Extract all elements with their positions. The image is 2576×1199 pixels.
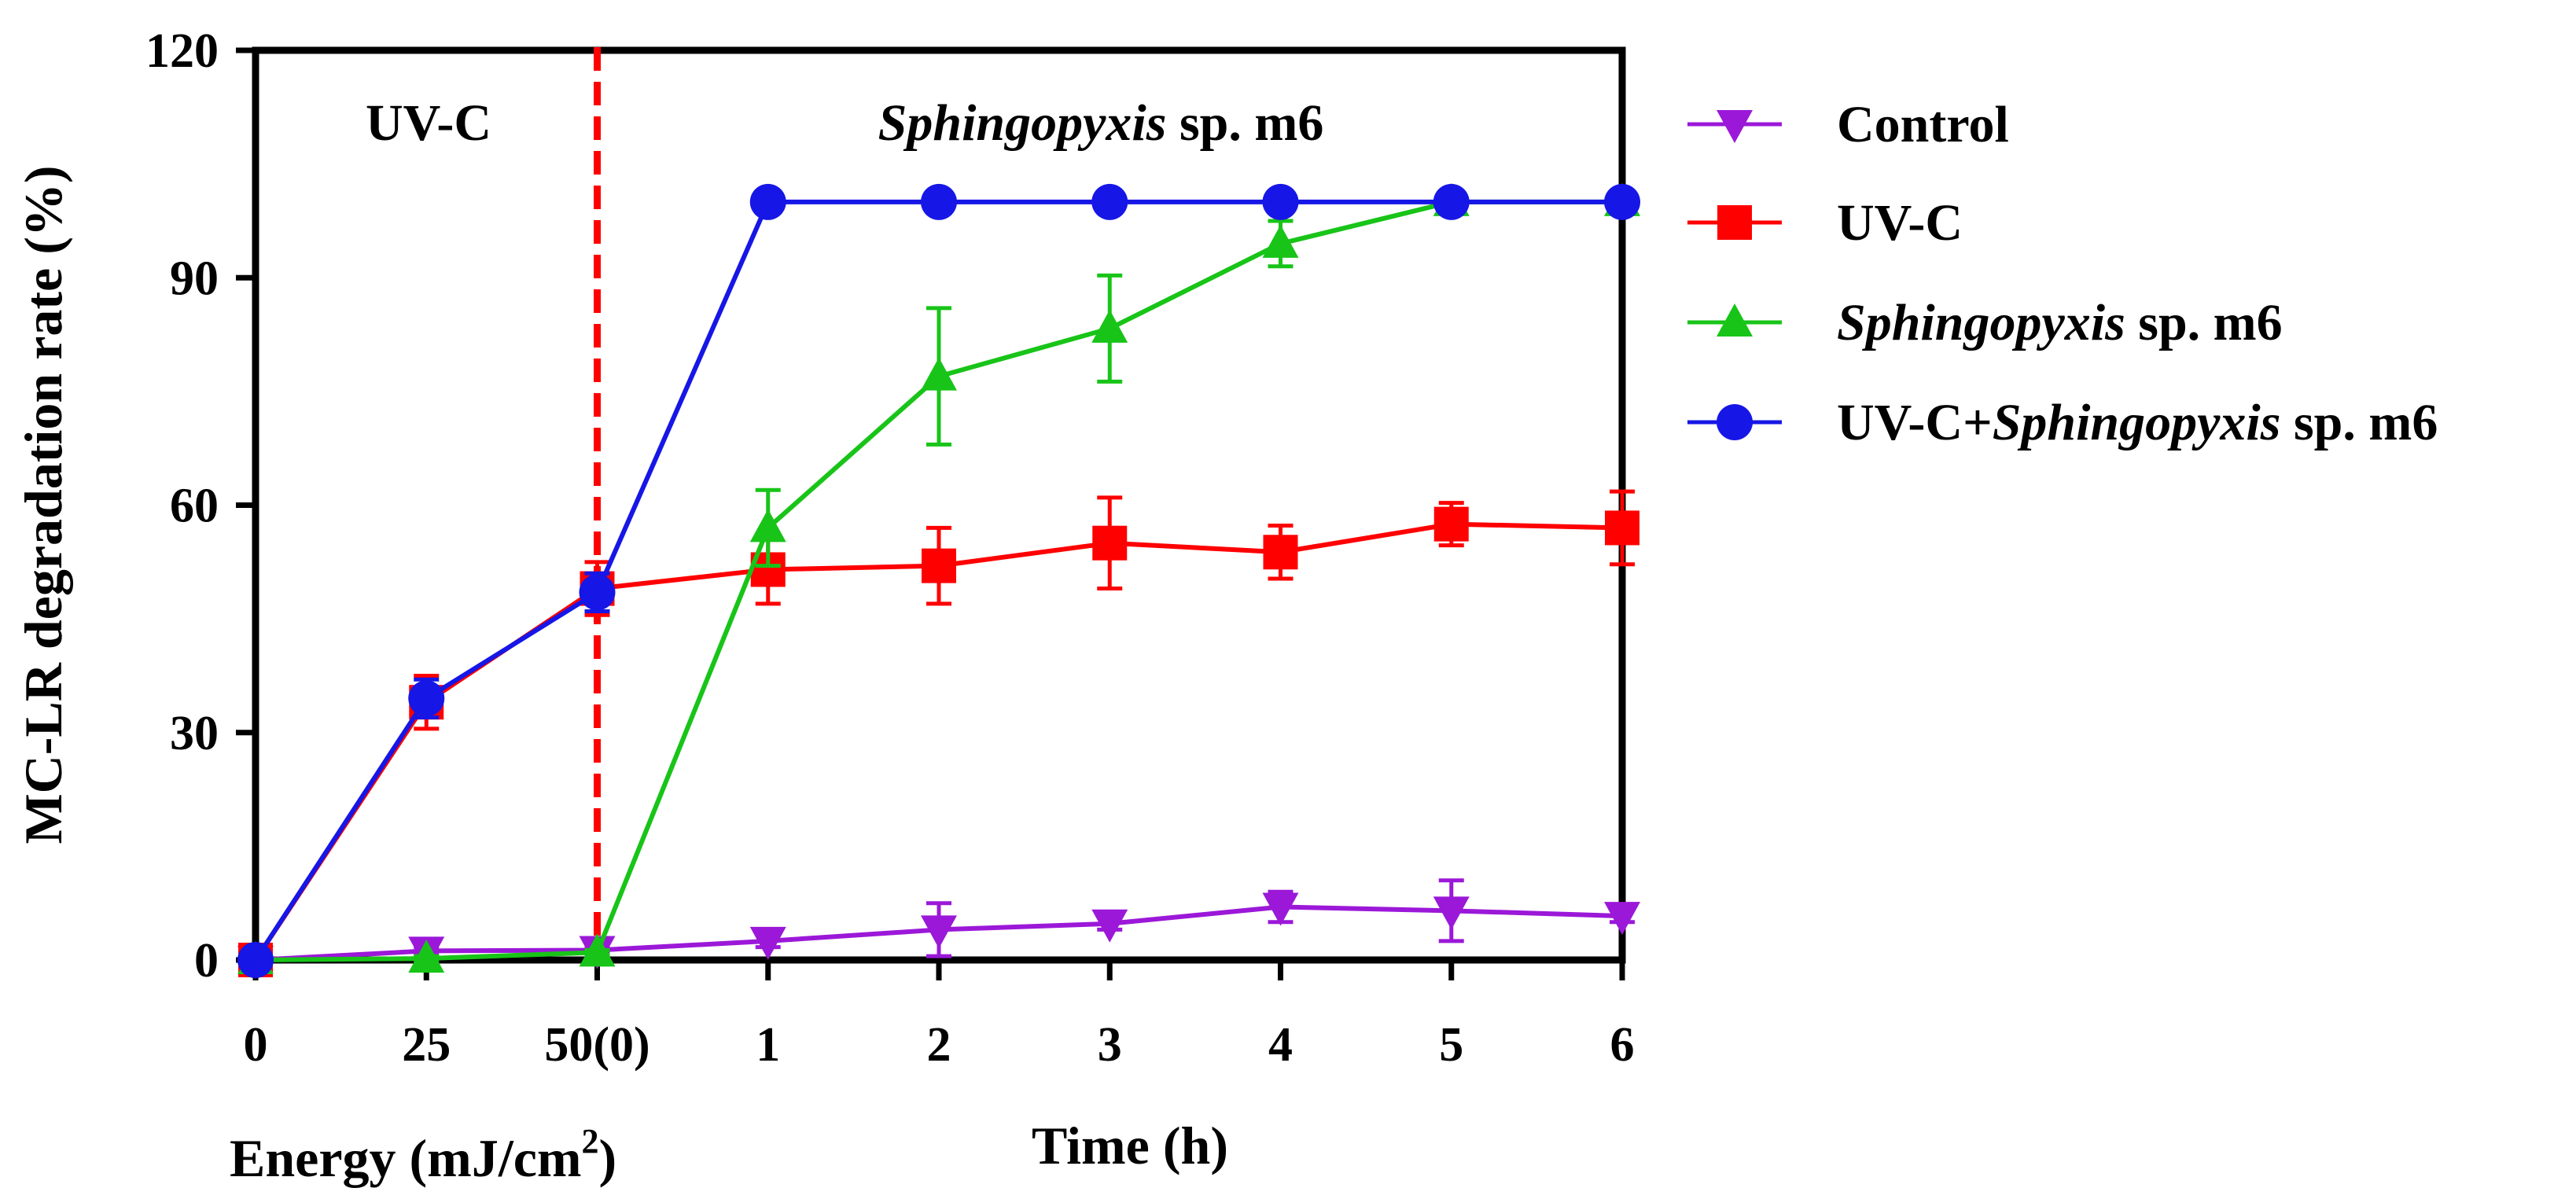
legend-label-sphingopyxis-italic: Sphingopyxis <box>1837 294 2125 351</box>
x-axis-label-energy-main: Energy (mJ/cm <box>230 1128 582 1188</box>
data-point <box>1717 303 1753 337</box>
legend-label-combo-plain: sp. m6 <box>2280 394 2438 451</box>
y-tick-label: 60 <box>170 480 219 533</box>
legend-label-sphingopyxis: Sphingopyxis sp. m6 <box>1837 294 2283 351</box>
data-point <box>1091 909 1128 943</box>
y-tick-label: 0 <box>194 934 219 988</box>
legend-label-uvc: UV-C <box>1837 194 1963 252</box>
data-point <box>921 357 957 391</box>
legend-marker-control <box>1717 110 1753 143</box>
data-point <box>1433 896 1470 930</box>
legend-label-control: Control <box>1837 96 2009 153</box>
legend-marker-sphingopyxis <box>1717 303 1753 337</box>
data-point <box>1604 183 1640 220</box>
x-tick-label: 0 <box>244 1018 268 1072</box>
legend-marker-uvc <box>1717 205 1752 240</box>
x-axis-ticks: 0 25 50(0) 1 2 3 4 5 6 <box>244 960 1635 1072</box>
x-tick-label: 1 <box>756 1018 780 1072</box>
data-point <box>1091 309 1128 343</box>
x-axis-label-energy-sup: 2 <box>582 1122 599 1160</box>
x-tick-label: 25 <box>402 1018 451 1072</box>
x-tick-label: 50(0) <box>544 1018 650 1072</box>
data-point <box>922 548 956 583</box>
y-tick-label: 90 <box>170 252 219 305</box>
data-point <box>579 574 616 611</box>
data-point <box>921 915 957 949</box>
x-tick-label: 4 <box>1268 1018 1293 1072</box>
data-point <box>408 680 445 717</box>
x-tick-label: 3 <box>1098 1018 1122 1072</box>
data-point <box>1262 224 1299 258</box>
data-point <box>1092 525 1128 561</box>
legend-label-combo-italic: Sphingopyxis <box>1993 394 2281 451</box>
x-tick-label: 5 <box>1439 1018 1463 1072</box>
region-label-uvc: UV-C <box>366 94 491 152</box>
x-axis-label-time: Time (h) <box>1032 1116 1228 1175</box>
legend-label-combo-pre: UV-C+ <box>1837 394 1993 451</box>
region-label-italic: Sphingopyxis <box>878 94 1167 152</box>
data-point <box>1262 183 1299 220</box>
x-tick-label: 6 <box>1610 1018 1635 1072</box>
x-tick-label: 2 <box>927 1018 951 1072</box>
y-axis-ticks: 0 30 60 90 120 <box>145 24 256 988</box>
data-point <box>749 926 786 960</box>
y-tick-label: 120 <box>145 24 219 78</box>
y-axis-label: MC-LR degradation rate (%) <box>13 165 73 844</box>
data-point <box>1717 110 1753 143</box>
data-point <box>1717 205 1752 240</box>
data-point <box>579 933 616 967</box>
legend: Control UV-C Sphingopyxis sp. m6 UV-C+Sp… <box>1687 96 2438 451</box>
data-point <box>921 183 957 220</box>
y-tick-label: 30 <box>170 707 219 760</box>
data-point <box>1605 510 1639 546</box>
legend-label-combo: UV-C+Sphingopyxis sp. m6 <box>1837 394 2438 451</box>
region-label-sphingopyxis: Sphingopyxis sp. m6 <box>878 94 1324 152</box>
data-point <box>408 940 445 973</box>
data-point <box>1262 892 1299 926</box>
data-point <box>1091 183 1128 220</box>
data-point <box>1433 183 1470 220</box>
data-point <box>1717 404 1753 440</box>
series-uvc-sphingopyxis <box>237 183 1640 978</box>
region-label-plain: sp. m6 <box>1166 94 1323 152</box>
data-point <box>749 509 786 542</box>
data-point <box>237 942 274 978</box>
x-axis-label-energy-close: ) <box>599 1128 617 1188</box>
data-point <box>1433 506 1469 542</box>
legend-marker-combo <box>1717 404 1753 440</box>
data-point <box>1604 902 1640 936</box>
legend-label-sphingopyxis-plain: sp. m6 <box>2125 294 2283 351</box>
data-point <box>1263 535 1298 570</box>
x-axis-label-energy: Energy (mJ/cm2) <box>230 1122 616 1188</box>
data-point <box>749 183 786 220</box>
